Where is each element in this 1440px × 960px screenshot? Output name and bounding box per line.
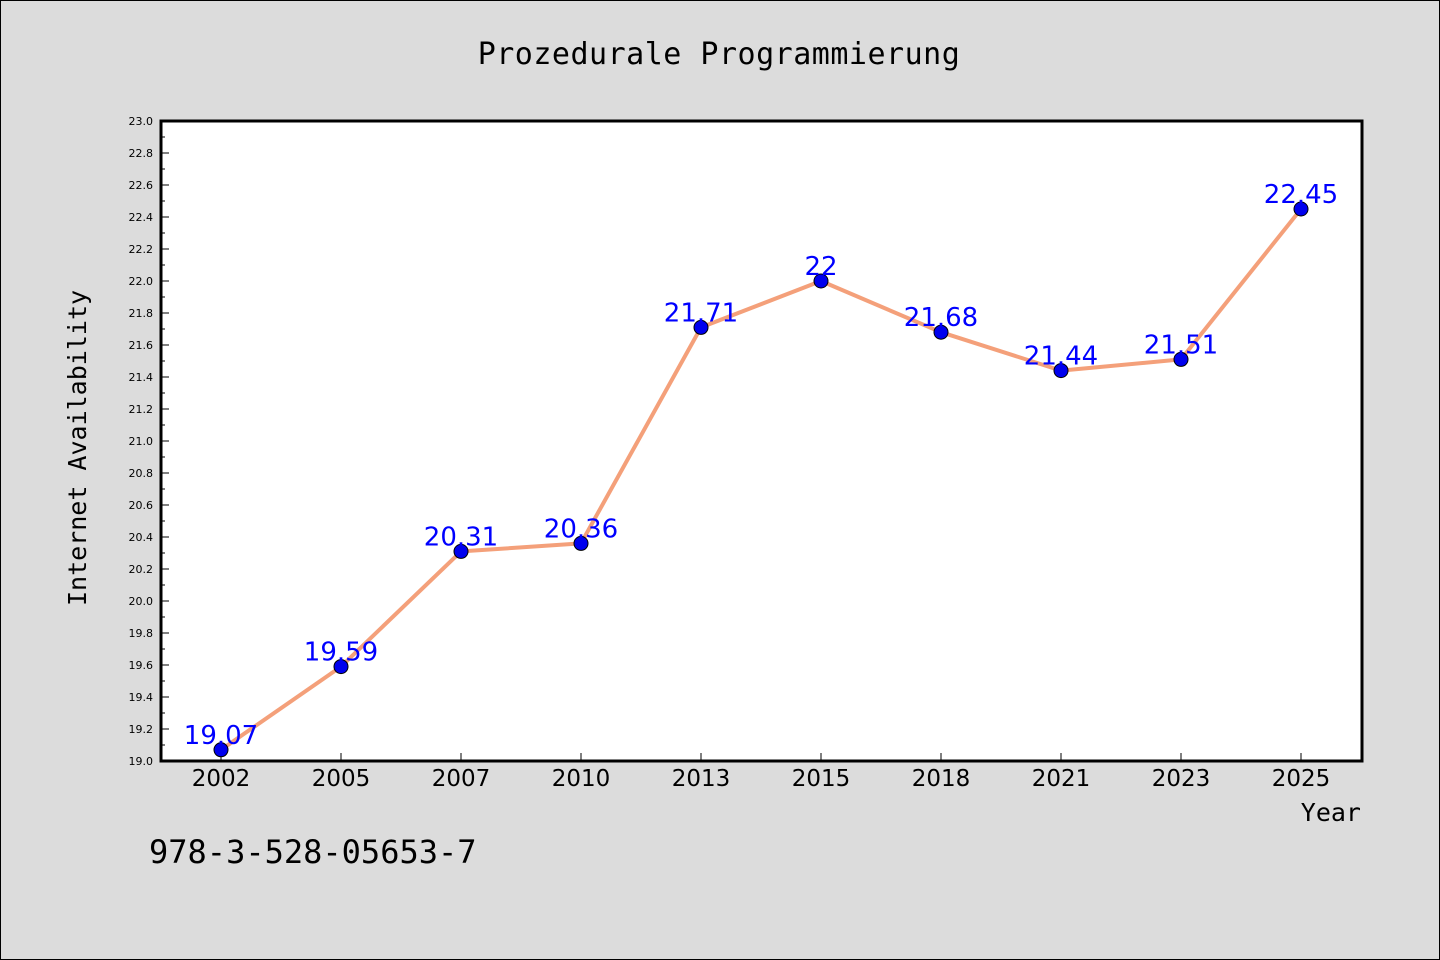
- x-tick-label: 2018: [912, 766, 971, 792]
- data-point-marker: [573, 535, 589, 551]
- x-tick-label: 2002: [192, 766, 251, 792]
- data-label: 22.45: [1264, 180, 1338, 210]
- y-tick-label: 21.2: [129, 403, 154, 416]
- data-label: 22: [804, 252, 837, 282]
- x-tick-label: 2015: [792, 766, 851, 792]
- data-label: 20.31: [424, 522, 498, 552]
- y-tick-label: 22.6: [129, 179, 154, 192]
- data-point-marker: [693, 319, 709, 335]
- x-axis: 2002 2005 2007 2010 2013 2015 2018 2021 2023 2025: [192, 753, 1331, 792]
- y-tick-label: 20.4: [129, 531, 154, 544]
- data-label-group: 19.07 19.59 20.31 20.36 21.71 22 21.68 21.44 21.…: [184, 180, 1338, 751]
- y-axis-label: Internet Availability: [63, 290, 92, 606]
- y-tick-label: 19.8: [129, 627, 154, 640]
- data-label: 21.68: [904, 303, 978, 333]
- y-tick-label: 20.8: [129, 467, 154, 480]
- chart-title: Prozedurale Programmierung: [478, 37, 961, 72]
- series-line-group: [213, 201, 1309, 758]
- x-axis-label: Year: [1301, 798, 1361, 827]
- y-tick-label: 19.4: [129, 691, 154, 704]
- y-tick-label: 19.2: [129, 723, 154, 736]
- data-point-marker: [813, 273, 829, 289]
- data-point-marker: [1293, 201, 1309, 217]
- y-tick-label: 21.6: [129, 339, 154, 352]
- x-tick-label: 2010: [552, 766, 611, 792]
- data-label: 19.59: [304, 638, 378, 668]
- y-tick-label: 20.2: [129, 563, 154, 576]
- data-point-marker: [1173, 351, 1189, 367]
- data-label: 21.71: [664, 298, 738, 328]
- y-tick-label: 19.6: [129, 659, 154, 672]
- isbn-text: 978-3-528-05653-7: [149, 833, 477, 871]
- y-tick-label: 23.0: [129, 115, 154, 128]
- data-point-marker: [333, 659, 349, 675]
- data-label: 19.07: [184, 721, 258, 751]
- data-label: 20.36: [544, 514, 618, 544]
- y-tick-label: 21.8: [129, 307, 154, 320]
- y-axis: 19.0 19.2 19.4 19.6 19.8 20.0 20.2 20.4 20.6 20.8…: [129, 115, 169, 768]
- series-line: [219, 207, 1303, 752]
- x-tick-label: 2025: [1272, 766, 1331, 792]
- y-tick-label: 21.4: [129, 371, 154, 384]
- x-tick-label: 2005: [312, 766, 371, 792]
- plot-area: [159, 119, 1364, 763]
- data-point-marker: [213, 742, 229, 758]
- y-tick-label: 21.0: [129, 435, 154, 448]
- x-tick-label: 2007: [432, 766, 491, 792]
- y-tick-label: 20.6: [129, 499, 154, 512]
- y-tick-label: 22.2: [129, 243, 154, 256]
- y-tick-label: 19.0: [129, 755, 154, 768]
- data-label: 21.44: [1024, 342, 1098, 372]
- y-tick-label: 22.0: [129, 275, 154, 288]
- y-tick-label: 22.8: [129, 147, 154, 160]
- data-point-marker: [933, 324, 949, 340]
- data-point-marker: [453, 543, 469, 559]
- y-tick-label: 22.4: [129, 211, 154, 224]
- x-tick-label: 2023: [1152, 766, 1211, 792]
- data-label: 21.51: [1144, 330, 1218, 360]
- y-tick-label: 20.0: [129, 595, 154, 608]
- data-point-marker: [1053, 363, 1069, 379]
- x-tick-label: 2013: [672, 766, 731, 792]
- x-tick-label: 2021: [1032, 766, 1091, 792]
